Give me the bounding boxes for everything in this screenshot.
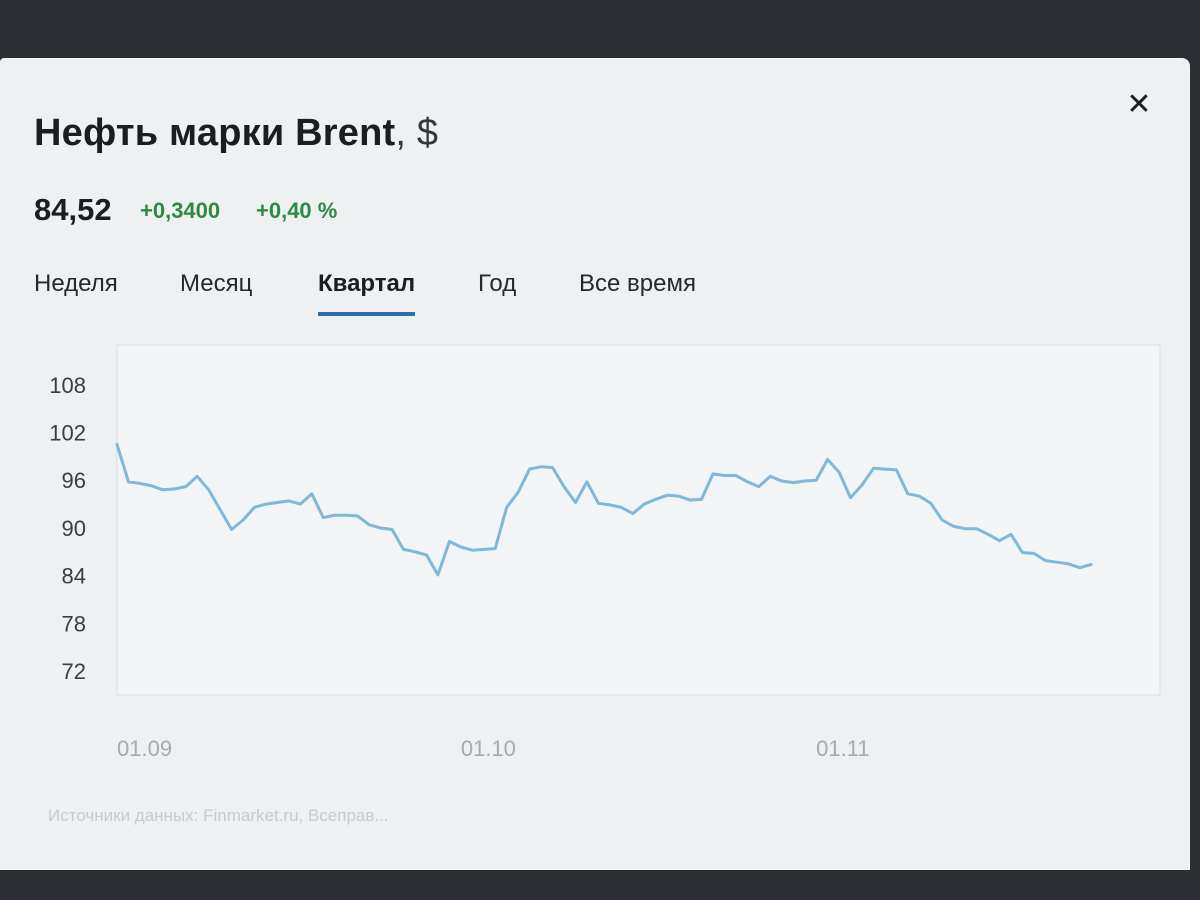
plot-area <box>116 344 1161 696</box>
tab-week[interactable]: Неделя <box>34 270 118 297</box>
currency-unit: , $ <box>395 112 439 154</box>
y-tick-label: 84 <box>62 564 86 589</box>
y-tick-label: 102 <box>49 421 86 446</box>
x-tick-label: 01.09 <box>117 736 172 761</box>
tab-all-time[interactable]: Все время <box>579 270 696 297</box>
instrument-name: Нефть марки Brent <box>34 112 396 154</box>
y-tick-label: 108 <box>49 373 86 398</box>
price-line <box>115 442 1093 577</box>
change-absolute: +0,3400 <box>140 198 221 223</box>
y-tick-label: 72 <box>62 659 86 684</box>
x-tick-label: 01.11 <box>816 736 869 761</box>
x-tick-label: 01.10 <box>461 736 516 761</box>
y-tick-label: 90 <box>62 516 86 541</box>
y-tick-label: 78 <box>62 611 86 636</box>
price-chart: 108 102 96 90 84 78 72 01.09 01.10 01.11 <box>49 344 1161 761</box>
current-price: 84,52 <box>34 192 112 227</box>
period-tabs: Неделя Месяц Квартал Год Все время <box>34 270 754 326</box>
data-source-note: Источники данных: Finmarket.ru, Всеправ.… <box>48 806 389 825</box>
tab-year[interactable]: Год <box>478 270 517 297</box>
close-icon[interactable]: ✕ <box>1126 88 1152 121</box>
tab-quarter[interactable]: Квартал <box>318 270 416 316</box>
tab-month[interactable]: Месяц <box>180 270 253 297</box>
change-percent: +0,40 % <box>256 198 338 223</box>
y-tick-label: 96 <box>62 468 86 493</box>
instrument-title: Нефть марки Brent, $ <box>34 112 438 155</box>
